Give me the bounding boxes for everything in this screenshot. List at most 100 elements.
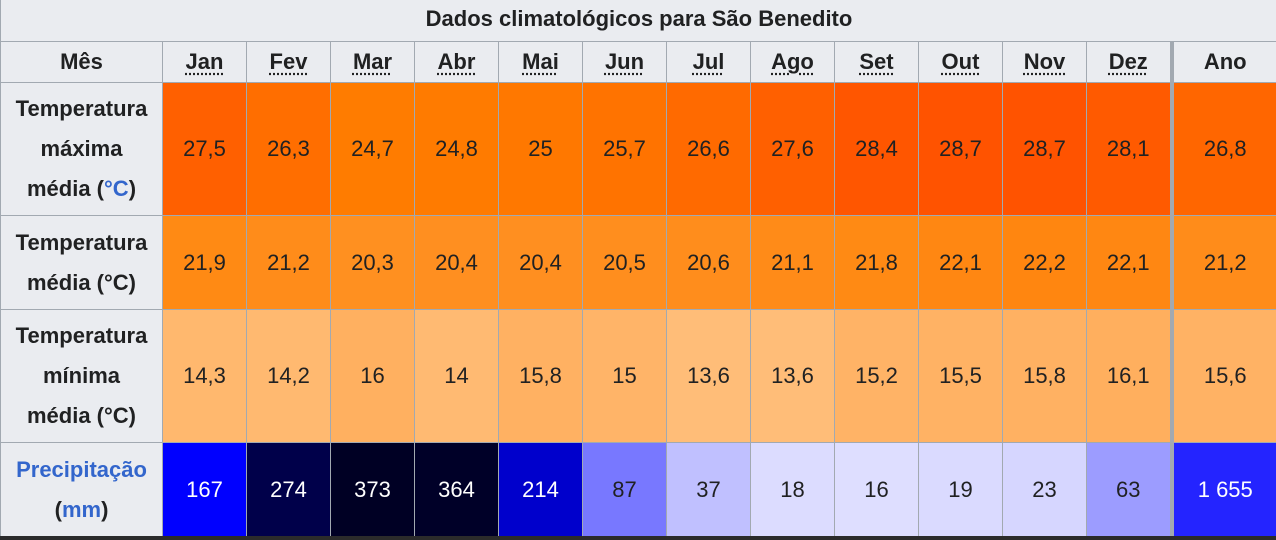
month-abbr[interactable]: Fev (269, 49, 308, 74)
value-cell-jun: 87 (582, 442, 667, 537)
value-cell-fev: 274 (246, 442, 331, 537)
value-cell-jul: 20,6 (666, 215, 751, 310)
row-header-text: ( (54, 496, 62, 522)
month-header-jan[interactable]: Jan (162, 41, 247, 83)
month-abbr[interactable]: Out (941, 49, 980, 74)
table-row: Temperatura mínima média (°C) 14,3 14,2 16… (0, 309, 1276, 443)
month-header-jun[interactable]: Jun (582, 41, 667, 83)
month-abbr[interactable]: Nov (1023, 49, 1066, 74)
header-row: Mês Jan Fev Mar Abr Mai Jun Jul Ago Set … (0, 41, 1276, 83)
row-header-line: (mm) (1, 490, 162, 530)
value-cell-set: 21,8 (834, 215, 919, 310)
precipitation-link[interactable]: Precipitação (16, 456, 147, 482)
month-header-jul[interactable]: Jul (666, 41, 751, 83)
value-cell-dez: 28,1 (1086, 82, 1172, 216)
table-caption: Dados climatológicos para São Benedito (0, 0, 1276, 42)
row-header-line: Precipitação (1, 450, 162, 490)
month-abbr[interactable]: Jun (604, 49, 645, 74)
row-header-min-temp: Temperatura mínima média (°C) (0, 309, 163, 443)
value-cell-abr: 20,4 (414, 215, 499, 310)
value-cell-mai: 20,4 (498, 215, 583, 310)
row-header-line: média (°C) (1, 169, 162, 209)
value-cell-jul: 13,6 (666, 309, 751, 443)
value-cell-set: 15,2 (834, 309, 919, 443)
month-abbr[interactable]: Mar (352, 49, 393, 74)
bottom-edge-bar (0, 536, 1276, 540)
row-header-line: média (°C) (26, 269, 137, 295)
value-cell-mai: 25 (498, 82, 583, 216)
row-header-line: máxima (40, 136, 123, 161)
month-abbr[interactable]: Dez (1108, 49, 1148, 74)
value-cell-fev: 21,2 (246, 215, 331, 310)
value-cell-mai: 214 (498, 442, 583, 537)
month-header-nov[interactable]: Nov (1002, 41, 1087, 83)
month-abbr[interactable]: Mai (522, 49, 559, 74)
month-header-fev[interactable]: Fev (246, 41, 331, 83)
row-header-mean-temp: Temperatura média (°C) (0, 215, 163, 310)
month-abbr[interactable]: Ago (771, 49, 814, 74)
row-header-text: ) (128, 176, 137, 201)
value-cell-out: 28,7 (918, 82, 1003, 216)
month-column-header: Mês (0, 41, 163, 83)
value-cell-jan: 21,9 (162, 215, 247, 310)
value-cell-ago: 13,6 (750, 309, 835, 443)
value-cell-year: 15,6 (1169, 309, 1276, 443)
month-header-abr[interactable]: Abr (414, 41, 499, 83)
value-cell-jan: 27,5 (162, 82, 247, 216)
value-cell-jun: 25,7 (582, 82, 667, 216)
value-cell-jan: 14,3 (162, 309, 247, 443)
month-header-mar[interactable]: Mar (330, 41, 415, 83)
month-header-ago[interactable]: Ago (750, 41, 835, 83)
month-header-mai[interactable]: Mai (498, 41, 583, 83)
row-header-text: ) (101, 496, 109, 522)
value-cell-year: 26,8 (1169, 82, 1276, 216)
value-cell-year: 1 655 (1169, 442, 1276, 537)
row-header-line: Temperatura (15, 96, 148, 121)
value-cell-abr: 24,8 (414, 82, 499, 216)
millimetre-link[interactable]: mm (61, 496, 102, 522)
value-cell-mar: 373 (330, 442, 415, 537)
value-cell-nov: 22,2 (1002, 215, 1087, 310)
row-header-line: Temperatura (15, 323, 148, 348)
value-cell-jul: 37 (666, 442, 751, 537)
month-abbr[interactable]: Set (859, 49, 894, 74)
row-header-max-temp: Temperatura máxima média (°C) (0, 82, 163, 216)
value-cell-abr: 14 (414, 309, 499, 443)
row-header-text: média ( (26, 176, 104, 201)
table-row: Temperatura máxima média (°C) 27,5 26,3 24… (0, 82, 1276, 216)
row-header-line: Temperatura (15, 229, 148, 255)
value-cell-nov: 28,7 (1002, 82, 1087, 216)
value-cell-fev: 26,3 (246, 82, 331, 216)
value-cell-out: 22,1 (918, 215, 1003, 310)
month-abbr[interactable]: Abr (437, 49, 476, 74)
value-cell-ago: 18 (750, 442, 835, 537)
value-cell-dez: 22,1 (1086, 215, 1172, 310)
month-abbr[interactable]: Jan (185, 49, 224, 74)
table-row: Precipitação (mm) 167 274 373 364 214 87 37 18 1… (0, 442, 1276, 537)
value-cell-ago: 21,1 (750, 215, 835, 310)
value-cell-jan: 167 (162, 442, 247, 537)
month-header-dez[interactable]: Dez (1086, 41, 1172, 83)
table-row: Temperatura média (°C) 21,9 21,2 20,3 20,4 2… (0, 215, 1276, 310)
value-cell-abr: 364 (414, 442, 499, 537)
value-cell-mar: 16 (330, 309, 415, 443)
value-cell-fev: 14,2 (246, 309, 331, 443)
celsius-link[interactable]: °C (104, 176, 129, 201)
value-cell-jun: 15 (582, 309, 667, 443)
value-cell-out: 15,5 (918, 309, 1003, 443)
value-cell-mai: 15,8 (498, 309, 583, 443)
month-header-out[interactable]: Out (918, 41, 1003, 83)
value-cell-nov: 15,8 (1002, 309, 1087, 443)
month-header-set[interactable]: Set (834, 41, 919, 83)
value-cell-jun: 20,5 (582, 215, 667, 310)
year-column-header: Ano (1169, 41, 1276, 83)
value-cell-dez: 16,1 (1086, 309, 1172, 443)
month-abbr[interactable]: Jul (692, 49, 725, 74)
value-cell-set: 28,4 (834, 82, 919, 216)
value-cell-jul: 26,6 (666, 82, 751, 216)
value-cell-out: 19 (918, 442, 1003, 537)
row-header-line: média (°C) (26, 403, 137, 428)
value-cell-mar: 24,7 (330, 82, 415, 216)
